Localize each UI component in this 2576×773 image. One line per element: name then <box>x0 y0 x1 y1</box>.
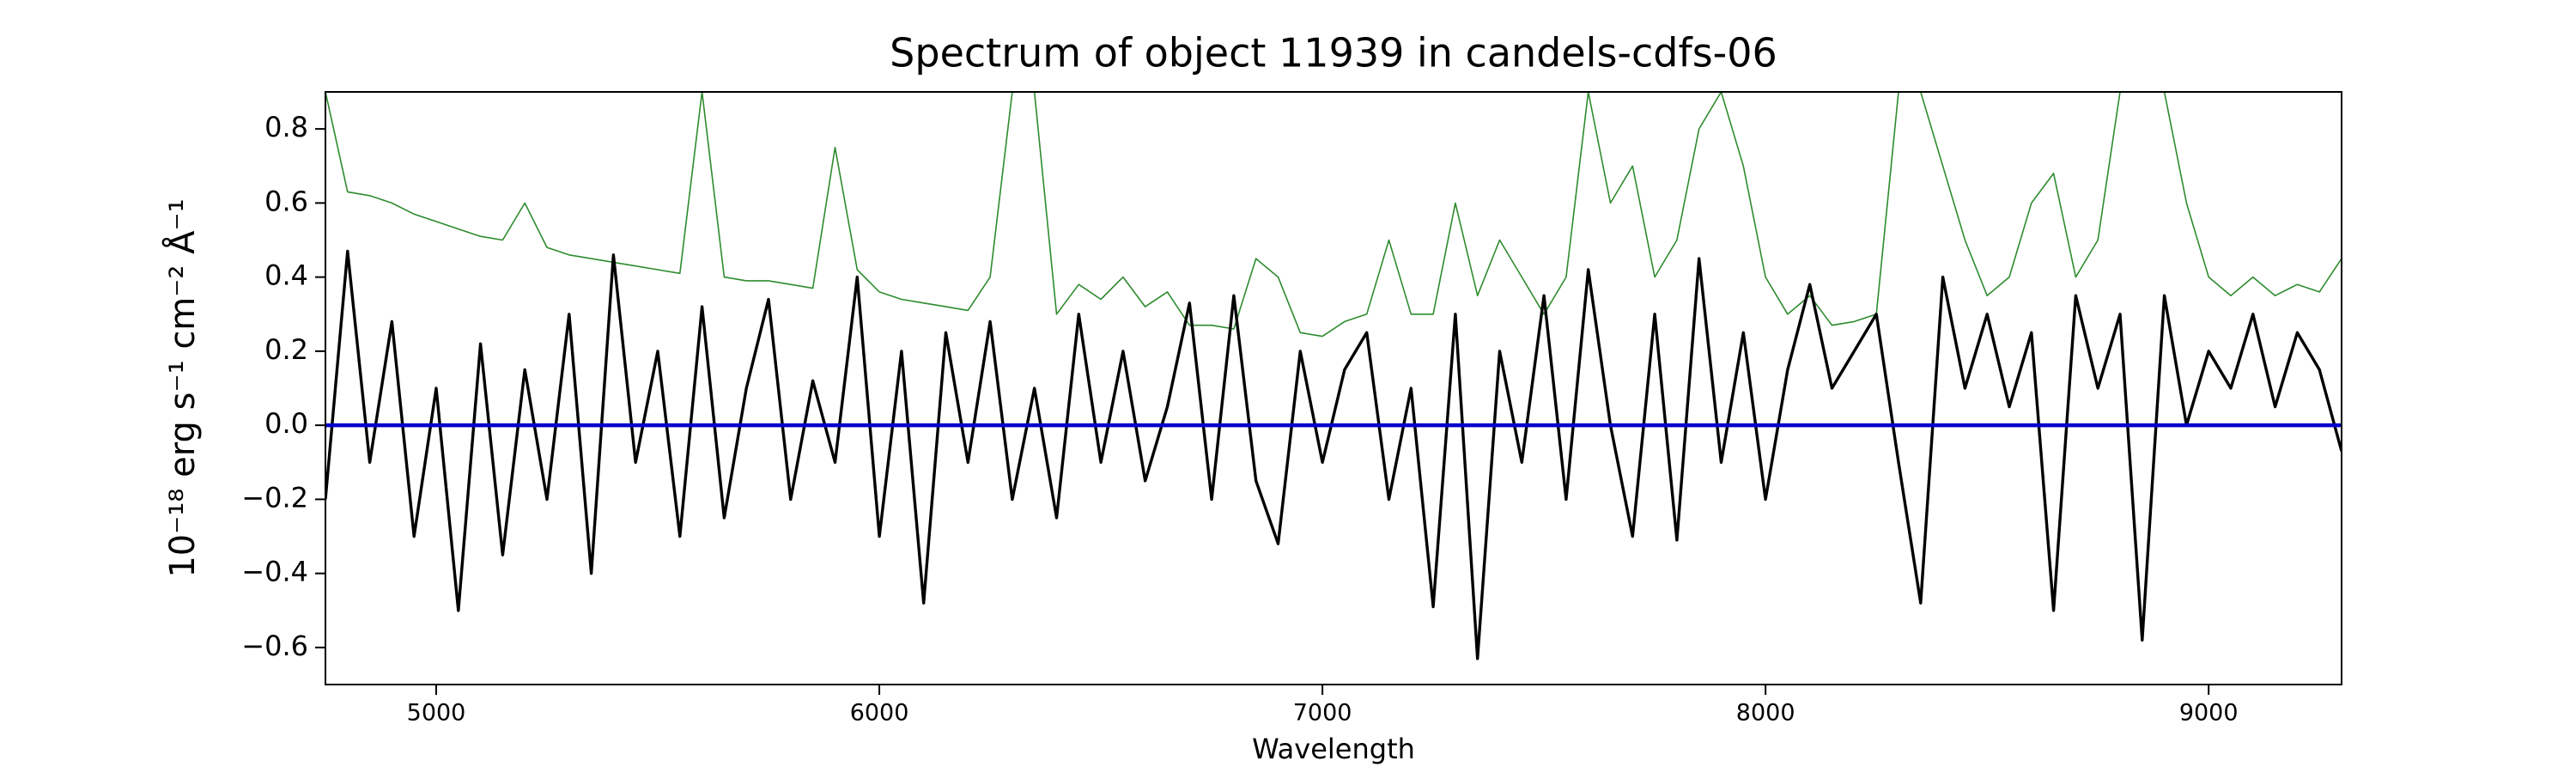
x-tick-label: 6000 <box>850 700 909 727</box>
x-tick-label: 5000 <box>407 700 466 727</box>
plot-frame <box>325 91 2342 685</box>
x-tick-label: 9000 <box>2179 700 2239 727</box>
series-line <box>325 249 2342 660</box>
y-tick-label: −0.2 <box>241 481 308 514</box>
x-tick-label: 8000 <box>1736 700 1795 727</box>
y-tick-label: 0.0 <box>264 407 308 440</box>
series-line <box>325 92 2342 338</box>
chart-title: Spectrum of object 11939 in candels-cdfs… <box>890 30 1777 76</box>
y-tick-label: 0.8 <box>264 111 308 143</box>
y-tick-label: −0.4 <box>241 556 308 588</box>
x-axis-label: Wavelength <box>1252 733 1415 765</box>
y-axis-label: 10⁻¹⁸ erg s⁻¹ cm⁻² Å⁻¹ <box>161 198 203 577</box>
y-tick-label: 0.2 <box>264 333 308 366</box>
plot-area <box>325 92 2342 660</box>
y-tick-label: −0.6 <box>241 630 308 662</box>
y-tick-label: 0.6 <box>264 185 308 217</box>
y-tick-label: 0.4 <box>264 259 308 292</box>
x-tick-label: 7000 <box>1293 700 1352 727</box>
